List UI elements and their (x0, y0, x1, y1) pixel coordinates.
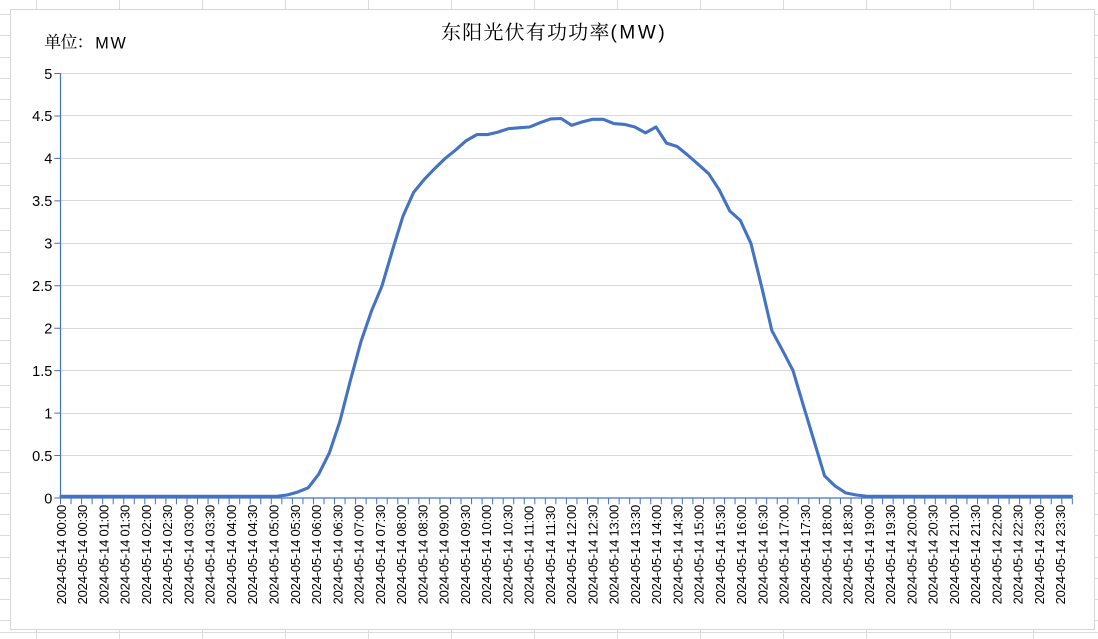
svg-text:0: 0 (44, 491, 52, 507)
svg-text:2024-05-14 03:00: 2024-05-14 03:00 (182, 505, 197, 604)
svg-text:2024-05-14 08:30: 2024-05-14 08:30 (415, 505, 430, 604)
svg-text:2024-05-14 14:00: 2024-05-14 14:00 (649, 505, 664, 604)
svg-text:2024-05-14 09:30: 2024-05-14 09:30 (458, 505, 473, 604)
svg-text:2024-05-14 23:30: 2024-05-14 23:30 (1053, 505, 1068, 604)
svg-text:2024-05-14 00:30: 2024-05-14 00:30 (75, 505, 90, 604)
svg-text:1.5: 1.5 (32, 364, 52, 380)
svg-text:2024-05-14 21:00: 2024-05-14 21:00 (947, 505, 962, 604)
svg-text:2024-05-14 20:00: 2024-05-14 20:00 (904, 505, 919, 604)
svg-text:2024-05-14 22:30: 2024-05-14 22:30 (1011, 505, 1026, 604)
svg-text:2024-05-14 15:30: 2024-05-14 15:30 (713, 505, 728, 604)
svg-text:3.5: 3.5 (32, 194, 52, 210)
svg-text:2024-05-14 04:30: 2024-05-14 04:30 (245, 505, 260, 604)
svg-text:MW: MW (95, 34, 127, 52)
svg-text:2024-05-14 04:00: 2024-05-14 04:00 (224, 505, 239, 604)
svg-text:2024-05-14 23:00: 2024-05-14 23:00 (1032, 505, 1047, 604)
svg-text:2024-05-14 02:00: 2024-05-14 02:00 (139, 505, 154, 604)
svg-text:4: 4 (44, 152, 52, 168)
svg-text:2024-05-14 17:00: 2024-05-14 17:00 (777, 505, 792, 604)
svg-text:2024-05-14 12:30: 2024-05-14 12:30 (585, 505, 600, 604)
svg-text:(MW): (MW) (611, 23, 668, 44)
svg-text:3: 3 (44, 237, 52, 253)
svg-text:2.5: 2.5 (32, 279, 52, 295)
svg-text:2024-05-14 13:30: 2024-05-14 13:30 (628, 505, 643, 604)
svg-text:2024-05-14 01:00: 2024-05-14 01:00 (96, 505, 111, 604)
svg-text:4.5: 4.5 (32, 109, 52, 125)
svg-text:2024-05-14 07:00: 2024-05-14 07:00 (352, 505, 367, 604)
svg-text:2024-05-14 00:00: 2024-05-14 00:00 (54, 505, 69, 604)
svg-text:2024-05-14 17:30: 2024-05-14 17:30 (798, 505, 813, 604)
svg-text:2024-05-14 11:00: 2024-05-14 11:00 (522, 506, 537, 604)
svg-text:2024-05-14 10:00: 2024-05-14 10:00 (479, 505, 494, 604)
svg-text:2024-05-14 05:00: 2024-05-14 05:00 (267, 505, 282, 604)
svg-text:5: 5 (44, 67, 52, 83)
svg-text:2024-05-14 15:00: 2024-05-14 15:00 (692, 505, 707, 604)
svg-text:2: 2 (44, 322, 52, 338)
svg-text:2024-05-14 06:00: 2024-05-14 06:00 (309, 505, 324, 604)
svg-text:2024-05-14 13:00: 2024-05-14 13:00 (607, 505, 622, 604)
svg-text:2024-05-14 09:00: 2024-05-14 09:00 (437, 505, 452, 604)
svg-text:2024-05-14 16:30: 2024-05-14 16:30 (756, 505, 771, 604)
svg-text:2024-05-14 12:00: 2024-05-14 12:00 (564, 505, 579, 604)
svg-text:2024-05-14 19:00: 2024-05-14 19:00 (862, 505, 877, 604)
svg-text:2024-05-14 10:30: 2024-05-14 10:30 (500, 505, 515, 604)
svg-text:1: 1 (44, 406, 52, 422)
svg-text:2024-05-14 21:30: 2024-05-14 21:30 (968, 505, 983, 604)
svg-text:2024-05-14 19:30: 2024-05-14 19:30 (883, 505, 898, 604)
svg-text:2024-05-14 20:30: 2024-05-14 20:30 (926, 505, 941, 604)
svg-text:2024-05-14 05:30: 2024-05-14 05:30 (288, 505, 303, 604)
svg-text:0.5: 0.5 (32, 449, 52, 465)
svg-text:2024-05-14 03:30: 2024-05-14 03:30 (203, 505, 218, 604)
svg-text:2024-05-14 07:30: 2024-05-14 07:30 (373, 505, 388, 604)
svg-text:2024-05-14 01:30: 2024-05-14 01:30 (118, 505, 133, 604)
svg-text:2024-05-14 16:00: 2024-05-14 16:00 (734, 505, 749, 604)
svg-text:2024-05-14 14:30: 2024-05-14 14:30 (670, 505, 685, 604)
svg-text:2024-05-14 08:00: 2024-05-14 08:00 (394, 505, 409, 604)
svg-text:2024-05-14 22:00: 2024-05-14 22:00 (989, 505, 1004, 604)
svg-text:2024-05-14 06:30: 2024-05-14 06:30 (330, 505, 345, 604)
svg-text:2024-05-14 11:30: 2024-05-14 11:30 (543, 506, 558, 604)
svg-text:2024-05-14 18:30: 2024-05-14 18:30 (841, 505, 856, 604)
svg-text:2024-05-14 18:00: 2024-05-14 18:00 (819, 505, 834, 604)
svg-text:2024-05-14 02:30: 2024-05-14 02:30 (160, 505, 175, 604)
